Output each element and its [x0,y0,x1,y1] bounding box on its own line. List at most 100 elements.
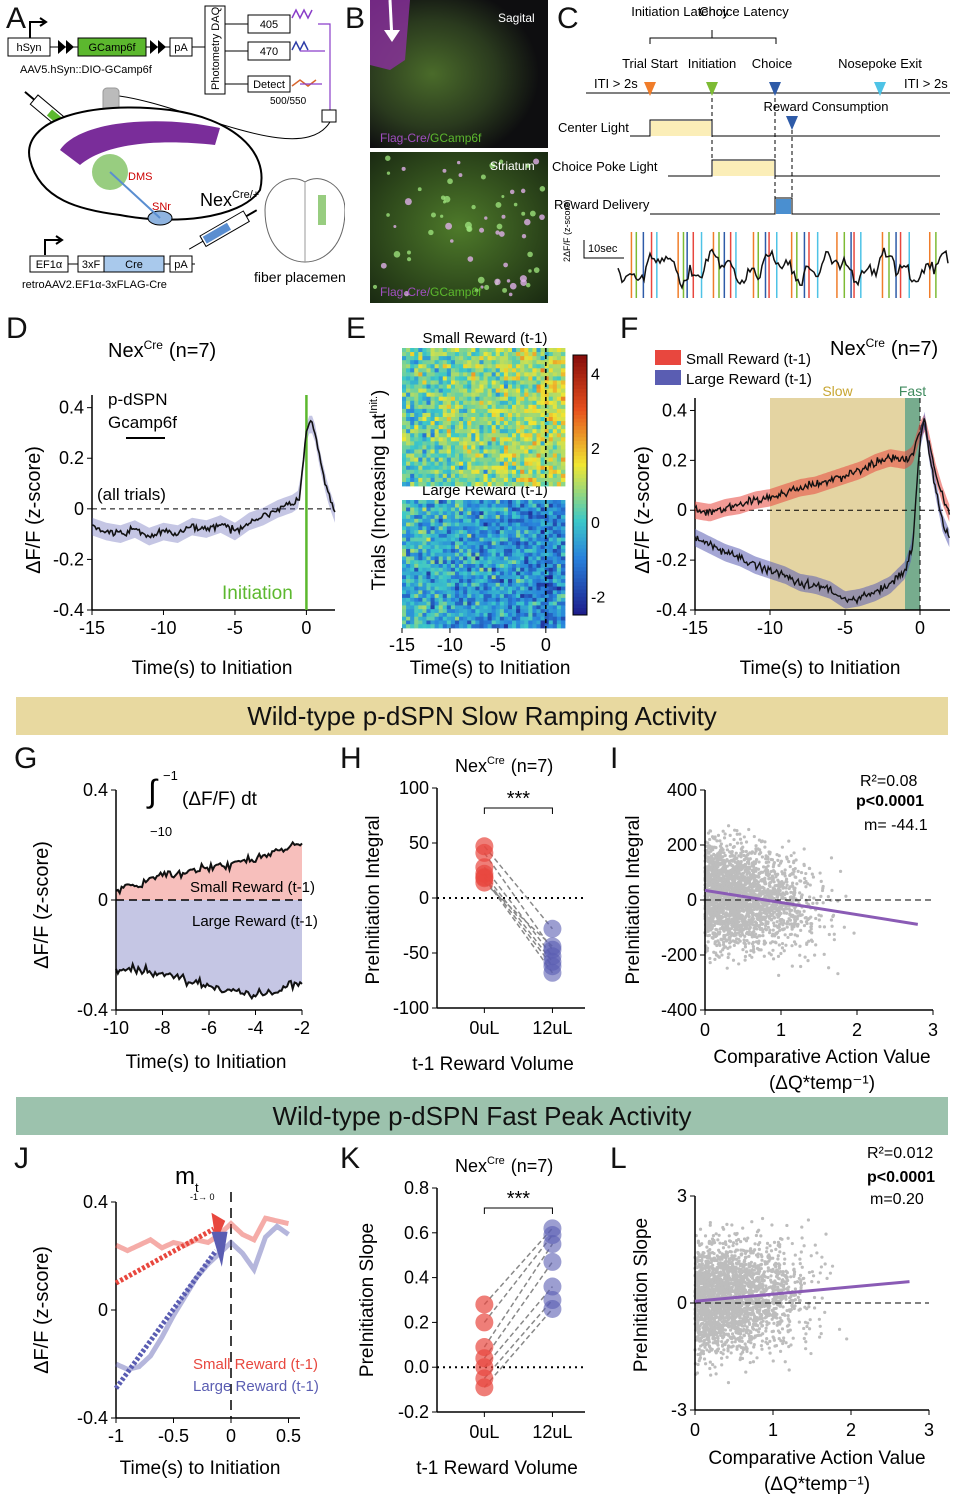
heat-cell [548,429,554,434]
heat-cell [491,500,497,505]
heat-cell [459,545,464,550]
heat-cell [446,526,452,531]
heat-cell [483,376,488,381]
scatter-point [722,851,726,855]
scatter-point [751,940,755,944]
heat-cell [540,376,546,381]
heat-cell [499,526,505,531]
heat-cell [402,571,407,576]
heat-cell [410,412,415,418]
heat-cell [414,433,419,438]
heat-cell [422,404,427,410]
heat-cell [418,594,423,599]
heat-cell [410,594,415,599]
heat-cell [540,348,546,353]
heat-cell [426,408,431,414]
heat-cell [463,469,468,475]
heat-cell [479,526,484,531]
heat-cell [430,384,435,389]
heat-cell [414,541,419,546]
heat-cell [414,522,419,527]
heat-cell [479,356,484,361]
heat-cell [548,408,554,414]
heat-cell [516,453,521,458]
heat-cell [426,582,431,587]
heat-cell [422,500,427,505]
heat-cell [450,376,456,381]
cell-dot [519,275,527,283]
heat-cell [406,579,411,584]
cell-dot [495,201,502,208]
scatter-point [830,924,834,928]
heat-cell [422,522,427,527]
heat-cell [410,552,415,557]
scatter-point [799,928,803,932]
heat-cell [544,376,550,381]
heat-cell [503,556,509,561]
heat-cell [414,404,419,410]
heat-cell [438,473,444,479]
heat-cell [450,624,456,629]
heat-cell [471,364,476,369]
d-xtick-label: 0 [301,618,311,638]
heat-cell [414,356,419,361]
heat-cell [532,590,537,595]
heat-cell [487,582,493,587]
heat-cell [418,582,423,587]
panel-d-chart: NexCre (n=7) p-dSPN Gcamp6f (all trials) … [23,338,336,679]
heat-cell [516,421,521,426]
heat-cell [507,429,513,434]
heat-cell [491,511,497,516]
heat-cell [418,437,423,442]
heat-cell [446,556,452,561]
heat-cell [556,552,562,557]
scatter-point [804,915,808,920]
heat-cell [414,445,419,450]
g-ytick-label: -0.4 [77,1000,108,1020]
heat-cell [410,511,415,516]
heat-cell [479,507,484,512]
heat-cell [512,624,517,629]
heat-cell [475,392,480,398]
heat-cell [454,500,460,505]
heat-cell [544,541,550,546]
heat-cell [560,445,566,450]
heat-cell [450,518,456,523]
scatter-point [713,957,717,961]
heat-cell [540,396,546,402]
heat-cell [471,376,476,381]
scatter-point [811,875,816,879]
heat-cell [532,541,537,546]
heat-cell [548,437,554,442]
heat-cell [556,601,562,606]
heat-cell [446,364,452,369]
heat-cell [532,453,537,458]
heat-cell [467,597,472,603]
heat-cell [512,388,517,394]
heat-cell [438,522,444,527]
heat-cell [418,404,423,410]
scatter-point [761,933,765,938]
heat-cell [414,605,419,610]
scatter-point [809,915,813,919]
heat-cell [459,526,464,531]
heat-cell [406,515,411,520]
panel-label-d: D [6,312,28,345]
heat-cell [483,352,488,357]
heat-cell [446,500,452,505]
heat-cell [450,384,456,389]
heat-cell [438,433,444,438]
heat-cell [418,429,423,434]
heat-cell [544,388,550,394]
scatter-point [831,913,836,917]
heat-cell [459,364,464,369]
gcamp-label: GCamp6f [88,42,136,54]
heat-cell [507,425,513,430]
cell-dot [521,234,527,239]
heat-cell [402,368,407,373]
heat-cell [446,421,452,426]
heat-cell [454,352,460,357]
heat-cell [483,612,488,618]
heat-cell [544,364,550,369]
heat-cell [560,530,566,535]
